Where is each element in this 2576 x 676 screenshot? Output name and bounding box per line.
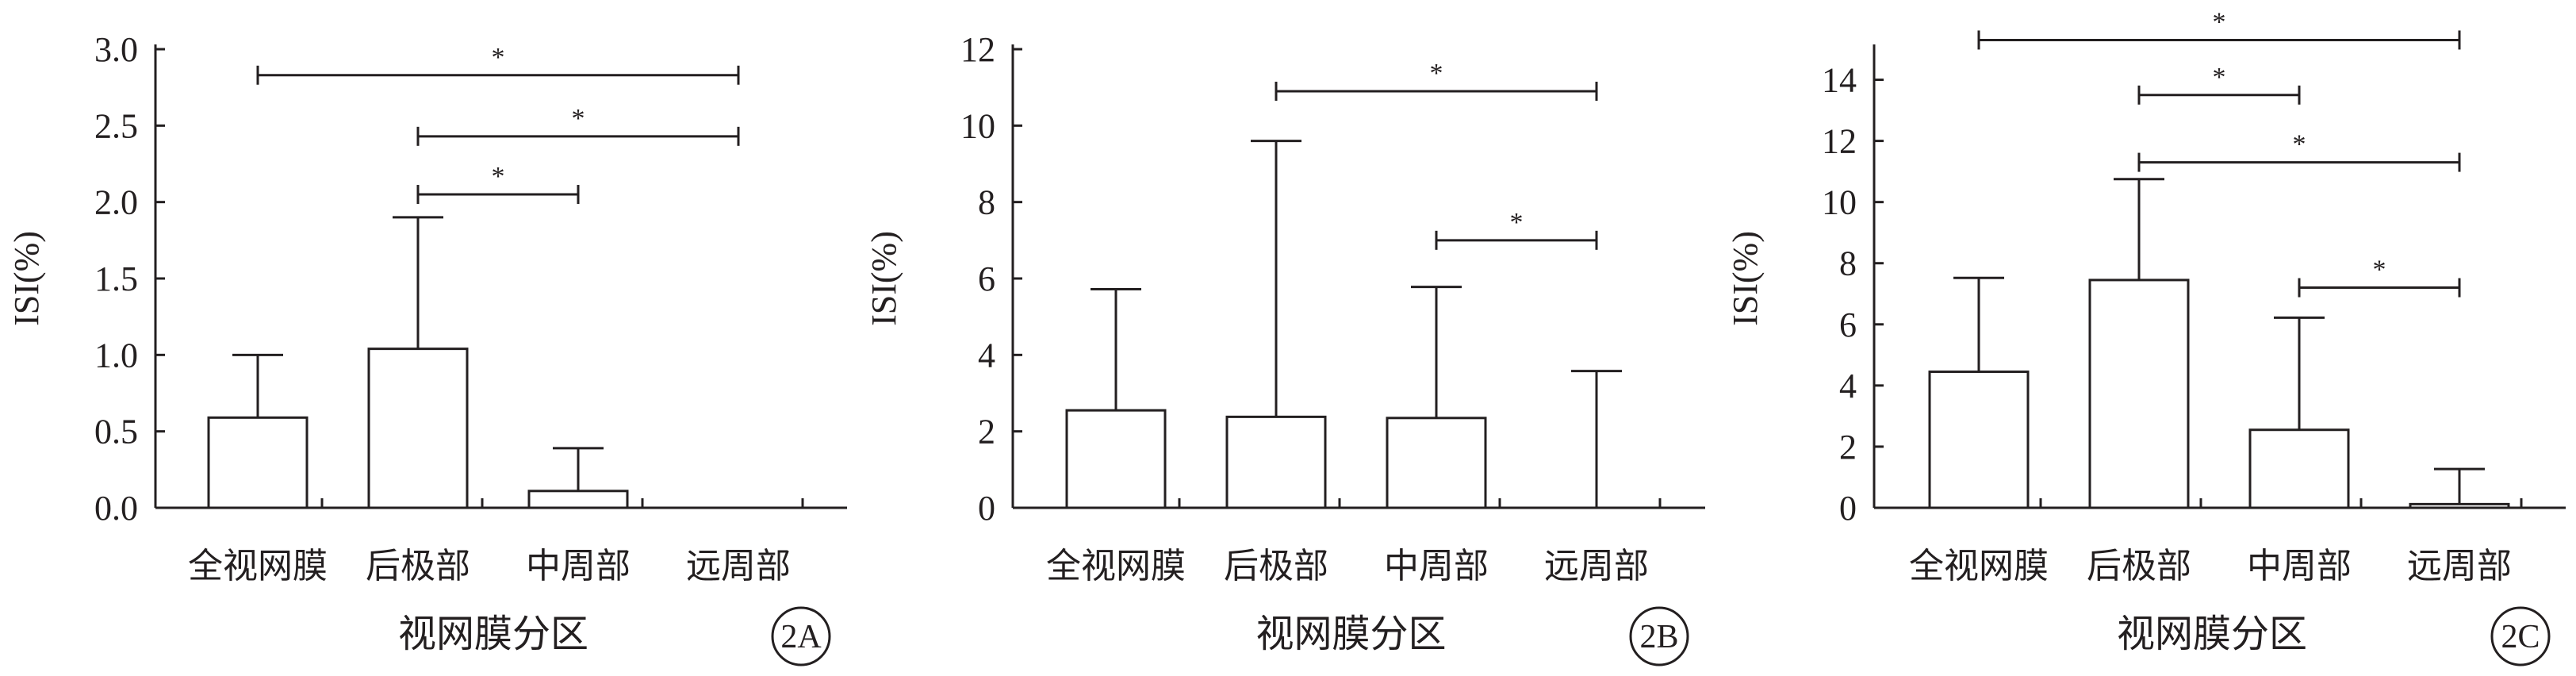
y-tick-label: 10	[960, 106, 995, 145]
bar-3	[527, 490, 629, 509]
y-tick-label: 0	[1839, 489, 1857, 528]
bar-1	[1065, 409, 1167, 509]
y-tick-label: 1.0	[94, 336, 138, 374]
y-tick-label: 0.0	[94, 489, 138, 528]
x-axis-label: 视网膜分区	[2117, 612, 2307, 656]
y-tick-label: 2.5	[94, 106, 138, 145]
y-tick-label: 3.0	[94, 30, 138, 69]
chart-panel-2b: 0 2 4 6 8 10 12 全视网膜 后极部 中周部 远周部 * * ISI(%) 视网膜分区 2B	[864, 30, 1705, 666]
y-tick-label: 8	[1839, 244, 1857, 283]
x-tick-label: 中周部	[526, 546, 631, 586]
y-tick-label: 4	[1839, 367, 1857, 405]
bar-2	[2088, 278, 2190, 509]
panel-label: 2B	[1639, 619, 1678, 655]
x-tick-label: 远周部	[2407, 546, 2512, 586]
y-tick-label: 2	[1839, 428, 1857, 467]
y-tick-label: 1.5	[94, 259, 138, 298]
panel-label-circle	[1629, 606, 1689, 666]
significance-star: *	[492, 43, 505, 72]
significance-star: *	[1510, 208, 1524, 237]
chart-panel-2c: 0 2 4 6 8 10 12 14 全视网膜 后极部 中周部 远周部 * * * * ISI(%) 视网膜分区 2…	[1726, 7, 2566, 666]
y-tick-label: 12	[960, 30, 995, 69]
chart-panel-2a: 0.0 0.5 1.0 1.5 2.0 2.5 3.0 全视网膜 后极部 中周部 远周部 * * * ISI…	[7, 30, 847, 666]
x-tick-label: 后极部	[2087, 546, 2191, 586]
y-tick-label: 2.0	[94, 183, 138, 222]
x-tick-label: 全视网膜	[1909, 546, 2049, 586]
x-tick-label: 后极部	[366, 546, 470, 586]
panel-label: 2C	[2501, 619, 2540, 655]
y-tick-label: 6	[978, 259, 995, 298]
significance-star: *	[2293, 130, 2306, 159]
bar-3	[1386, 417, 1487, 509]
significance-star: *	[572, 104, 585, 133]
x-tick-label: 中周部	[2247, 546, 2352, 586]
bar-1	[1928, 371, 2030, 509]
x-axis-label: 视网膜分区	[1255, 612, 1446, 656]
bar-4	[2409, 502, 2510, 509]
bar-3	[2248, 428, 2350, 509]
panel-label-circle	[771, 606, 831, 666]
y-tick-label: 6	[1839, 305, 1857, 344]
y-tick-label: 14	[1822, 61, 1857, 100]
y-tick-label: 10	[1822, 183, 1857, 222]
y-tick-label: 12	[1822, 122, 1857, 161]
x-tick-label: 后极部	[1224, 546, 1328, 586]
significance-star: *	[2213, 63, 2226, 92]
y-axis-label: ISI(%)	[864, 231, 903, 326]
y-tick-label: 4	[978, 336, 995, 374]
x-tick-label: 远周部	[686, 546, 791, 586]
panel-label-circle	[2490, 606, 2551, 666]
significance-star: *	[2213, 7, 2226, 36]
significance-star: *	[492, 162, 505, 191]
x-tick-label: 全视网膜	[1046, 546, 1186, 586]
y-axis-label: ISI(%)	[1726, 231, 1765, 326]
significance-star: *	[2373, 255, 2386, 285]
panel-label: 2A	[780, 619, 822, 655]
y-tick-label: 8	[978, 183, 995, 222]
y-tick-label: 0.5	[94, 413, 138, 451]
x-tick-label: 中周部	[1384, 546, 1489, 586]
bar-2	[367, 348, 469, 509]
y-axis-label: ISI(%)	[7, 231, 46, 326]
bar-2	[1225, 415, 1327, 509]
x-tick-label: 远周部	[1544, 546, 1649, 586]
bar-1	[207, 416, 309, 509]
y-tick-label: 0	[978, 489, 995, 528]
significance-star: *	[1430, 59, 1443, 88]
x-tick-label: 全视网膜	[188, 546, 328, 586]
y-tick-label: 2	[978, 413, 995, 451]
x-axis-label: 视网膜分区	[398, 612, 588, 656]
